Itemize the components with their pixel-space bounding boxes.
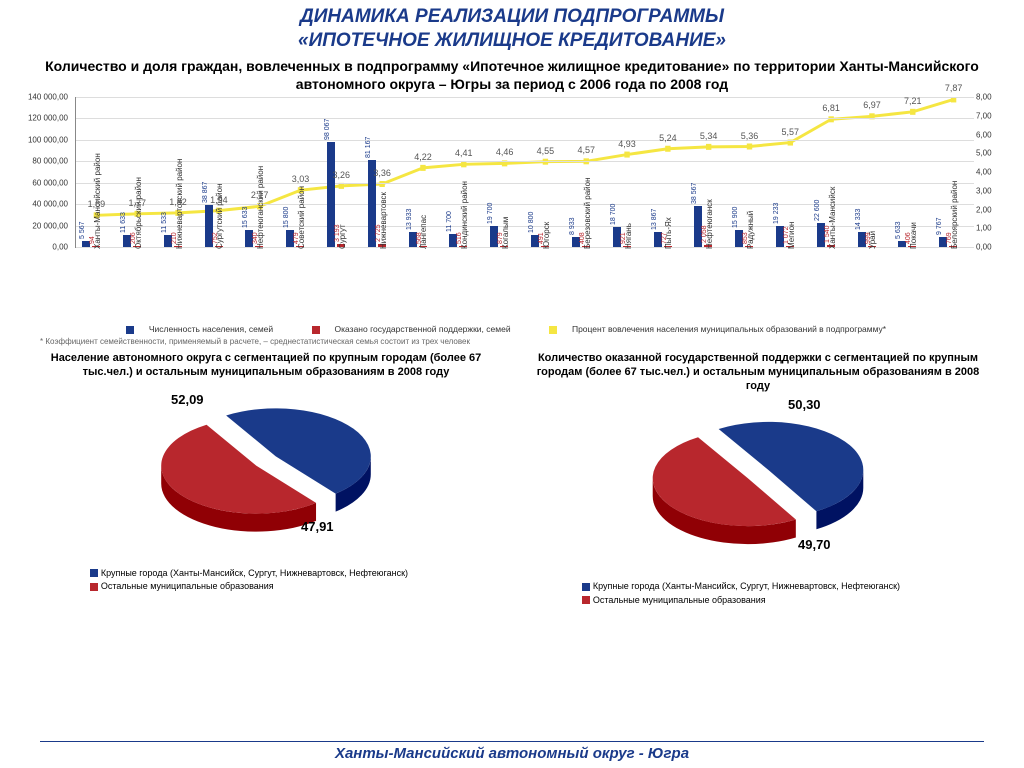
pct-label: 7,21 [904,96,922,106]
pct-label: 6,81 [822,103,840,113]
x-category: Покачи [909,222,918,249]
legend-blue: Численность населения, семей [149,324,273,334]
pct-label: 3,03 [292,174,310,184]
x-category: Лангепас [419,215,428,249]
pie-right-legend: Крупные города (Ханты-Мансийск, Сургут, … [522,574,994,607]
legend-swatch-yellow [549,326,557,334]
x-category: Нефтеюганский район [256,166,265,249]
pct-label: 3,26 [333,170,351,180]
pct-label: 4,46 [496,147,514,157]
legend-red: Оказано государственной поддержки, семей [335,324,511,334]
subtitle-description: Количество и доля граждан, вовлеченных в… [0,56,1024,97]
footer: Ханты-Мансийский автономный округ - Югра [40,741,984,762]
pct-label: 3,36 [373,168,391,178]
x-category: Когалым [501,217,510,249]
pie-left-svg: 47,91 52,09 [116,386,416,556]
pie-legend-item: Крупные города (Ханты-Мансийск, Сургут, … [582,580,994,594]
bar-chart: 0,0020 000,0040 000,0060 000,0080 000,00… [20,97,1004,322]
slide: ДИНАМИКА РЕАЛИЗАЦИИ ПОДПРОГРАММЫ «ИПОТЕЧ… [0,0,1024,768]
y-axis-right: 0,001,002,003,004,005,006,007,008,00 [974,97,1004,247]
pct-label: 1,94 [210,195,228,205]
pie-left-legend: Крупные города (Ханты-Мансийск, Сургут, … [30,561,502,594]
title-line2: «ИПОТЕЧНОЕ ЖИЛИЩНОЕ КРЕДИТОВАНИЕ» [0,30,1024,56]
pct-label: 1,77 [128,198,146,208]
x-category: Радужный [746,211,755,249]
x-category: Белоярский район [950,181,959,249]
pie-left-title: Население автономного округа с сегментац… [30,350,502,386]
pct-label: 5,57 [782,127,800,137]
x-category: Пыть-Ях [664,217,673,249]
pct-label: 4,22 [414,152,432,162]
y-axis-left: 0,0020 000,0040 000,0060 000,0080 000,00… [20,97,70,247]
x-category: Сургутский район [215,183,224,249]
x-category: Березовский район [583,177,592,249]
pct-label: 5,34 [700,131,718,141]
pct-label: 7,87 [945,83,963,93]
x-category: Сургут [338,224,347,249]
svg-text:52,09: 52,09 [171,392,204,407]
pct-label: 4,93 [618,139,636,149]
x-category: Югорск [542,222,551,249]
pie-right: Количество оказанной государственной под… [522,350,994,630]
legend-yellow: Процент вовлечения населения муниципальн… [572,324,886,334]
pie-legend-item: Остальные муниципальные образования [582,594,994,608]
x-category: Нефтеюганск [705,199,714,249]
x-category: Ханты-Мансийск [828,187,837,249]
pie-right-title: Количество оказанной государственной под… [522,350,994,399]
x-category: Мегион [787,222,796,249]
x-category: Урай [868,231,877,249]
legend-swatch-blue [126,326,134,334]
x-category: Нижневартовск [379,192,388,249]
pie-legend-item: Остальные муниципальные образования [90,580,502,594]
svg-text:47,91: 47,91 [301,519,334,534]
x-category: Нягань [624,223,633,249]
pct-label: 5,24 [659,133,677,143]
footnote: * Коэффициент семейственности, применяем… [0,336,1024,350]
pct-label: 4,41 [455,148,473,158]
legend-swatch-red [312,326,320,334]
x-category: Кондинский район [460,181,469,249]
pie-legend-item: Крупные города (Ханты-Мансийск, Сургут, … [90,567,502,581]
pct-label: 4,55 [537,146,555,156]
pct-label: 6,97 [863,100,881,110]
pct-label: 1,69 [88,199,106,209]
pct-label: 4,57 [577,145,595,155]
pct-label: 1,82 [169,197,187,207]
svg-text:49,70: 49,70 [798,537,831,552]
pct-label: 2,17 [251,190,269,200]
pie-left: Население автономного округа с сегментац… [30,350,502,630]
x-category: Октябрьский район [134,177,143,249]
pie-right-svg: 50,30 49,70 [608,399,908,569]
svg-text:50,30: 50,30 [788,399,821,412]
bar-legend: Численность населения, семей Оказано гос… [0,322,1024,336]
pct-label: 5,36 [741,131,759,141]
title-line1: ДИНАМИКА РЕАЛИЗАЦИИ ПОДПРОГРАММЫ [0,0,1024,30]
x-category: Советский район [297,186,306,249]
pie-row: Население автономного округа с сегментац… [0,350,1024,630]
plot-area: 5 56794Ханты-Мансийский район1,6911 6332… [75,97,974,248]
